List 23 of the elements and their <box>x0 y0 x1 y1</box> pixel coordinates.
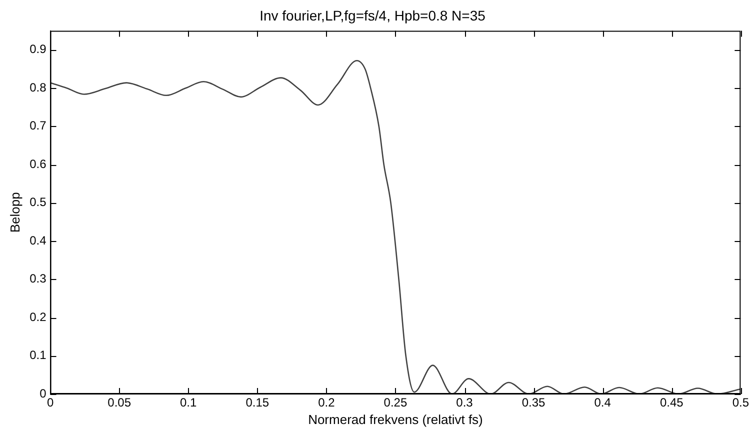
y-tick-label: 0.1 <box>30 348 47 362</box>
x-tick-label: 0.25 <box>384 396 408 410</box>
y-tick-label: 0.8 <box>30 80 47 94</box>
x-tick-label: 0.15 <box>246 396 270 410</box>
y-tick-label: 0.5 <box>30 195 47 210</box>
x-tick-label: 0.05 <box>108 396 132 410</box>
y-tick-label: 0 <box>40 386 47 400</box>
chart-title: Inv fourier,LP,fg=fs/4, Hpb=0.8 N=35 <box>260 7 486 24</box>
y-tick-label: 0.2 <box>30 310 47 324</box>
y-tick-label: 0.6 <box>30 156 47 171</box>
x-tick-label: 0.1 <box>180 396 198 410</box>
x-tick-label: 0.2 <box>318 396 336 410</box>
x-tick-label: 0.35 <box>522 396 546 410</box>
x-axis-title: Normerad frekvens (relativt fs) <box>308 412 483 427</box>
y-tick-label: 0.9 <box>30 42 47 56</box>
x-tick-label: 0.5 <box>732 396 750 410</box>
x-tick-label: 0.3 <box>456 396 474 410</box>
y-tick-label: 0.4 <box>30 233 47 248</box>
x-tick-label: 0.45 <box>660 396 684 410</box>
y-axis-title: Belopp <box>7 192 22 233</box>
x-tick-label: 0.4 <box>594 396 612 410</box>
y-tick-label: 0.7 <box>30 118 47 133</box>
y-tick-label: 0.3 <box>30 272 47 286</box>
